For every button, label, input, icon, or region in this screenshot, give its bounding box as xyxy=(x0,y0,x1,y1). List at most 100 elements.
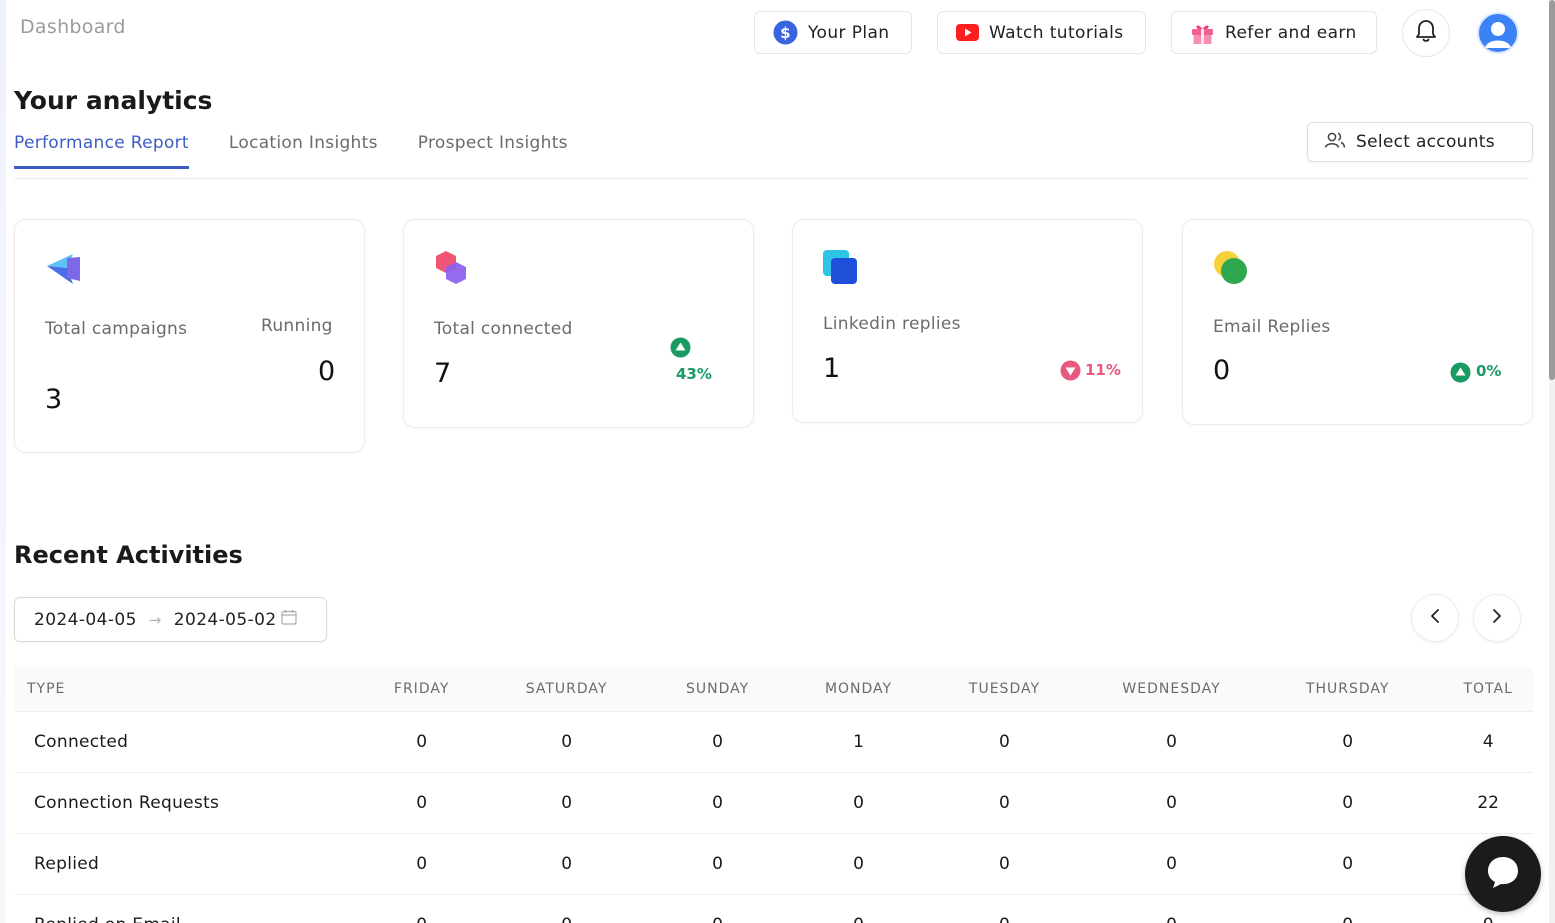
your-plan-button[interactable]: $ Your Plan xyxy=(754,11,912,54)
column-header-saturday: SATURDAY xyxy=(497,667,637,712)
youtube-icon xyxy=(956,24,979,41)
table-cell: 0 xyxy=(636,894,800,923)
refer-and-earn-label: Refer and earn xyxy=(1225,22,1357,43)
watch-tutorials-label: Watch tutorials xyxy=(989,22,1124,43)
linkedin-replies-card: Linkedin replies 1 11% xyxy=(792,219,1143,423)
table-cell: 0 xyxy=(799,833,918,895)
email-replies-icon xyxy=(1213,250,1249,290)
table-cell: 0 xyxy=(497,833,637,895)
table-cell: 0 xyxy=(636,833,800,895)
table-row: Connection Requests 0 0 0 0 0 0 0 22 xyxy=(14,772,1533,834)
table-header-row: TYPE FRIDAY SATURDAY SUNDAY MONDAY TUESD… xyxy=(14,667,1533,712)
table-cell: 0 xyxy=(1091,711,1253,773)
table-cell: Connected xyxy=(14,711,347,773)
table-row: Replied on Email 0 0 0 0 0 0 0 0 xyxy=(14,894,1533,923)
sidebar-edge xyxy=(0,0,6,923)
select-accounts-label: Select accounts xyxy=(1356,132,1495,152)
page-title: Your analytics xyxy=(14,86,213,115)
linkedin-replies-icon xyxy=(823,250,859,290)
date-range-picker[interactable]: 2024-04-05 → 2024-05-02 xyxy=(14,597,327,642)
column-header-type: TYPE xyxy=(14,667,347,712)
refer-and-earn-button[interactable]: Refer and earn xyxy=(1171,11,1377,54)
chevron-left-icon xyxy=(1428,608,1442,628)
total-campaigns-card: Total campaigns 3 Running 0 xyxy=(14,219,365,453)
table-cell: 0 xyxy=(497,894,637,923)
date-start-input[interactable]: 2024-04-05 xyxy=(34,609,137,630)
table-cell: 0 xyxy=(1252,894,1444,923)
recent-activities-table: TYPE FRIDAY SATURDAY SUNDAY MONDAY TUESD… xyxy=(14,667,1533,923)
total-connected-value: 7 xyxy=(434,358,452,389)
date-end-input[interactable]: 2024-05-02 xyxy=(173,609,277,630)
table-cell: 0 xyxy=(917,711,1092,773)
trend-down-icon xyxy=(1060,360,1081,385)
scrollbar-track[interactable] xyxy=(1549,0,1555,923)
table-cell: 0 xyxy=(1091,833,1253,895)
bell-icon xyxy=(1414,18,1438,48)
column-header-monday: MONDAY xyxy=(799,667,918,712)
arrow-right-icon: → xyxy=(148,610,162,629)
table-cell: 0 xyxy=(917,833,1092,895)
table-cell: 0 xyxy=(1252,772,1444,834)
chat-button[interactable] xyxy=(1465,836,1541,912)
table-cell: Connection Requests xyxy=(14,772,347,834)
column-header-total: TOTAL xyxy=(1443,667,1533,712)
total-connected-label: Total connected xyxy=(434,319,573,339)
running-value: 0 xyxy=(318,356,336,387)
notifications-button[interactable] xyxy=(1402,9,1450,57)
linkedin-replies-change: 11% xyxy=(1085,361,1121,379)
table-cell: Replied xyxy=(14,833,347,895)
previous-week-button[interactable] xyxy=(1411,594,1459,642)
tab-location-insights[interactable]: Location Insights xyxy=(228,133,378,153)
table-cell: 0 xyxy=(1252,711,1444,773)
trend-up-icon xyxy=(670,337,691,362)
running-label: Running xyxy=(261,316,333,336)
table-cell: 0 xyxy=(346,711,498,773)
table-cell: 0 xyxy=(799,772,918,834)
total-campaigns-label: Total campaigns xyxy=(45,319,188,339)
your-plan-label: Your Plan xyxy=(808,22,890,43)
tab-performance-report[interactable]: Performance Report xyxy=(14,133,189,169)
email-replies-label: Email Replies xyxy=(1213,317,1331,337)
table-cell: 0 xyxy=(1252,833,1444,895)
analytics-tabs: Performance Report Location Insights Pro… xyxy=(14,133,568,169)
table-cell: 0 xyxy=(497,772,637,834)
chat-bubble-icon xyxy=(1483,852,1523,896)
recent-activities-title: Recent Activities xyxy=(14,541,243,569)
select-accounts-button[interactable]: Select accounts xyxy=(1307,122,1533,162)
table-cell: 0 xyxy=(917,894,1092,923)
trend-up-icon xyxy=(1450,362,1471,387)
table-cell: 0 xyxy=(346,894,498,923)
column-header-thursday: THURSDAY xyxy=(1252,667,1444,712)
table-cell: 22 xyxy=(1443,772,1533,834)
calendar-icon xyxy=(280,609,297,630)
table-cell: Replied on Email xyxy=(14,894,347,923)
gift-icon xyxy=(1190,21,1215,45)
next-week-button[interactable] xyxy=(1473,594,1521,642)
column-header-friday: FRIDAY xyxy=(346,667,498,712)
email-replies-card: Email Replies 0 0% xyxy=(1182,219,1533,425)
table-cell: 0 xyxy=(1091,772,1253,834)
tab-divider xyxy=(14,178,1529,179)
total-campaigns-value: 3 xyxy=(45,384,63,415)
table-row: Connected 0 0 0 1 0 0 0 4 xyxy=(14,711,1533,773)
watch-tutorials-button[interactable]: Watch tutorials xyxy=(937,11,1146,54)
email-replies-value: 0 xyxy=(1213,355,1231,386)
scrollbar-thumb[interactable] xyxy=(1549,0,1555,380)
table-cell: 0 xyxy=(636,772,800,834)
campaign-icon xyxy=(45,250,81,290)
connections-icon xyxy=(434,250,470,290)
table-cell: 0 xyxy=(1091,894,1253,923)
tab-prospect-insights[interactable]: Prospect Insights xyxy=(417,133,568,153)
table-cell: 4 xyxy=(1443,711,1533,773)
email-replies-change: 0% xyxy=(1476,362,1502,380)
avatar[interactable] xyxy=(1477,12,1519,54)
dollar-icon: $ xyxy=(773,20,798,45)
table-cell: 0 xyxy=(799,894,918,923)
table-cell: 0 xyxy=(636,711,800,773)
column-header-wednesday: WEDNESDAY xyxy=(1091,667,1253,712)
table-cell: 0 xyxy=(917,772,1092,834)
linkedin-replies-label: Linkedin replies xyxy=(823,314,961,334)
linkedin-replies-value: 1 xyxy=(823,353,841,384)
table-cell: 1 xyxy=(799,711,918,773)
table-cell: 0 xyxy=(346,772,498,834)
